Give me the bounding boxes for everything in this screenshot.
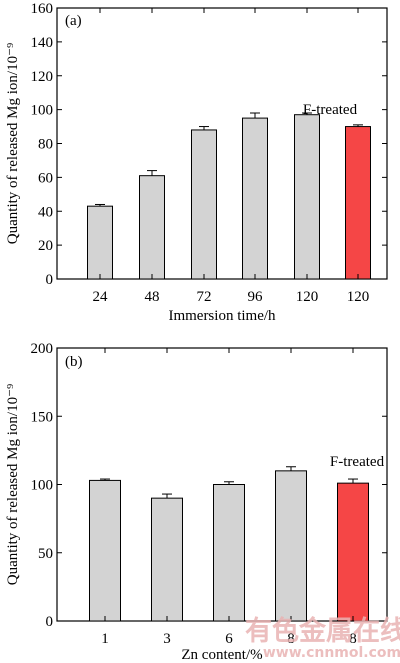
watermark-url: www.cnnmol.com [263,645,400,661]
x-axis-b: 1 3 6 8 8 [101,348,357,647]
x-tick-label: 6 [225,631,233,647]
x-tick-label: 24 [93,289,109,305]
bars-b [89,466,369,622]
bar [294,114,320,280]
y-tick-label: 0 [46,272,54,288]
y-tick-label: 200 [31,341,54,357]
bar [151,497,183,622]
y-tick-label: 150 [31,409,54,425]
bar [191,129,217,280]
y-tick-label: 50 [38,546,53,562]
x-tick-label: 96 [248,289,264,305]
y-axis-b: 0 50 100 150 200 [31,341,387,630]
annotation-a: F-treated [303,102,358,118]
bar [337,482,369,622]
x-axis-label-b: Zn content/% [181,647,262,663]
y-tick-label: 80 [38,137,53,153]
x-axis-label-a: Immersion time/h [168,308,276,324]
y-tick-label: 60 [38,170,53,186]
panel-a: 0 20 40 60 80 100 120 140 160 24 48 72 96 120 120 (a)… [5,1,388,324]
y-tick-label: 40 [38,204,53,220]
bar [345,126,371,280]
y-axis-label-b: Quantity of released Mg ion/10⁻⁹ [5,384,21,585]
x-tick-label: 3 [163,631,171,647]
bar [242,117,268,280]
y-tick-label: 120 [31,69,54,85]
y-axis-a: 0 20 40 60 80 100 120 140 160 [31,1,387,288]
y-tick-label: 160 [31,1,54,17]
bar [87,205,113,280]
bar [139,175,165,280]
y-tick-label: 100 [31,478,54,494]
y-tick-label: 140 [31,35,54,51]
bars-a [87,112,371,280]
x-tick-label: 1 [101,631,109,647]
x-tick-label: 72 [197,289,212,305]
bar [89,479,121,622]
watermark-cn: 有色金属在线 [245,615,400,647]
bar [213,484,245,622]
panel-label-a: (a) [65,13,82,29]
bar [275,470,307,622]
x-tick-label: 48 [145,289,160,305]
x-tick-label: 120 [347,289,370,305]
x-tick-label: 120 [296,289,319,305]
y-tick-label: 100 [31,103,54,119]
y-tick-label: 20 [38,238,53,254]
annotation-b: F-treated [330,454,385,470]
y-axis-label-a: Quantity of released Mg ion/10⁻⁹ [5,43,21,244]
panel-b: 0 50 100 150 200 1 3 6 8 8 (b) F-treated Zn cont… [5,341,388,663]
x-tick-label: 8 [349,631,357,647]
x-axis-a: 24 48 72 96 120 120 [93,8,370,305]
y-tick-label: 0 [46,614,54,630]
panel-label-b: (b) [65,354,83,370]
x-tick-label: 8 [287,631,295,647]
